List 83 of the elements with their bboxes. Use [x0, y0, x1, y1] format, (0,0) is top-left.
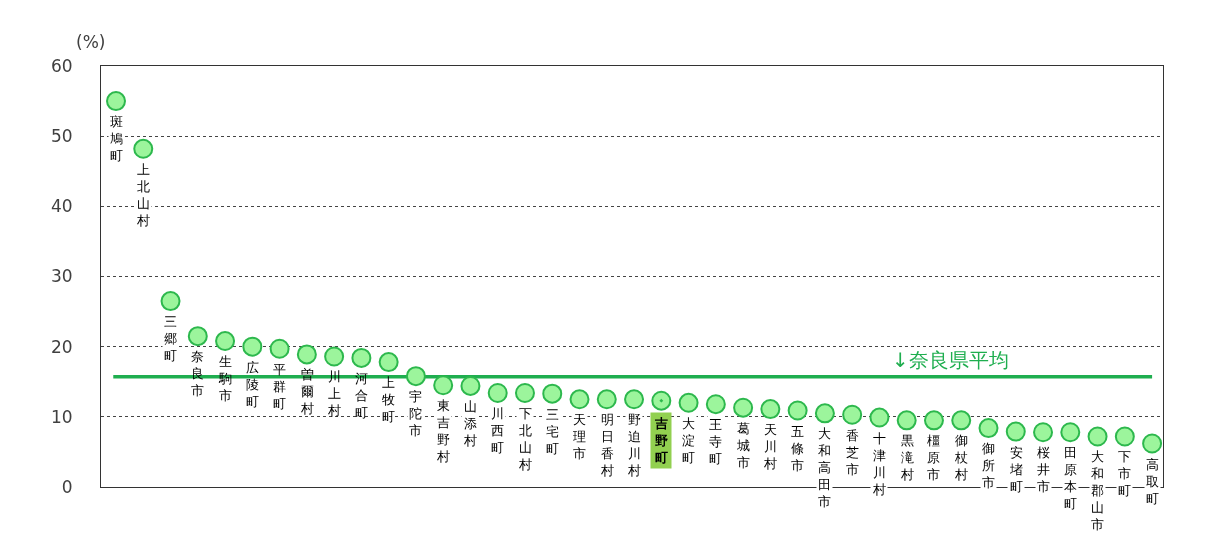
- point: [1142, 433, 1163, 454]
- point: [705, 394, 726, 415]
- ref-line-label: ↓奈良県平均: [892, 348, 1009, 372]
- point: [923, 410, 944, 431]
- x-tick-label: 桜井市: [1037, 445, 1050, 494]
- point: [242, 336, 263, 357]
- point: [569, 389, 590, 410]
- point: [1033, 422, 1054, 443]
- x-tick-label: 川西町: [491, 406, 504, 455]
- x-tick-label: 山添村: [463, 399, 477, 448]
- x-tick-label: 下市町: [1118, 449, 1131, 498]
- point: [842, 404, 863, 425]
- x-tick-label: 上北山村: [136, 162, 150, 228]
- point: [460, 375, 481, 396]
- x-tick-label: 吉野町: [654, 416, 668, 465]
- x-tick-label: 田原本町: [1064, 445, 1077, 511]
- point: [1060, 422, 1081, 443]
- point: [1005, 421, 1026, 442]
- x-tick-label: 大和高田市: [818, 426, 831, 509]
- point: [678, 392, 699, 413]
- y-tick-label: 60: [50, 55, 73, 76]
- x-tick-label: 野迫川村: [627, 412, 641, 478]
- point: [733, 397, 754, 418]
- point: [296, 344, 317, 365]
- point: [106, 91, 126, 112]
- x-tick-label: 香芝市: [846, 428, 859, 477]
- x-tick-label: 橿原市: [927, 433, 940, 482]
- point: [978, 418, 999, 439]
- x-tick-label: 天川村: [763, 422, 777, 471]
- point: [624, 389, 645, 410]
- x-tick-label: 生駒市: [218, 354, 232, 403]
- point: [814, 403, 835, 424]
- x-tick-label: 十津川村: [872, 431, 886, 497]
- point: [1114, 426, 1135, 447]
- x-tick-label: 上牧町: [382, 375, 395, 424]
- point: [405, 366, 426, 387]
- x-tick-label: 王寺町: [709, 417, 722, 466]
- point: [596, 389, 617, 410]
- x-tick-label: 高取町: [1146, 457, 1159, 506]
- x-tick-label: 大和郡山市: [1091, 449, 1104, 532]
- point: [542, 383, 563, 404]
- x-tick-label: 三郷町: [164, 314, 177, 363]
- x-tick-label: 御所市: [982, 441, 995, 490]
- y-tick-label: 20: [50, 336, 73, 357]
- point: [160, 291, 181, 312]
- point: [324, 346, 345, 367]
- x-tick-label: 三宅町: [546, 407, 559, 456]
- x-tick-label: 広陵町: [246, 360, 259, 409]
- point: [651, 390, 672, 411]
- point: [269, 338, 290, 359]
- point: [896, 410, 917, 431]
- x-tick-label: 黒滝村: [900, 433, 914, 482]
- x-tick-label: 宇陀市: [409, 389, 422, 438]
- y-tick-label: 30: [50, 266, 73, 287]
- x-tick-label: 天理市: [573, 412, 586, 461]
- point: [1087, 426, 1108, 447]
- y-axis-title: (%): [76, 32, 106, 52]
- point: [433, 375, 454, 396]
- x-tick-label: 明日香村: [600, 412, 614, 478]
- point: [951, 410, 972, 431]
- point: [351, 347, 372, 368]
- x-tick-label: 東吉野村: [436, 398, 450, 464]
- y-tick-label: 0: [61, 476, 73, 497]
- point: [487, 382, 508, 403]
- x-tick-label: 平群町: [273, 362, 286, 411]
- point: [378, 352, 399, 373]
- point: [215, 331, 236, 352]
- x-tick-label: 下北山村: [518, 406, 532, 472]
- point: [787, 400, 808, 421]
- x-tick-label: 大淀町: [682, 416, 695, 465]
- x-tick-label: 斑鳩町: [110, 114, 123, 163]
- point: [760, 399, 781, 420]
- point: [869, 407, 890, 428]
- point: [187, 326, 208, 347]
- x-tick-label: 御杖村: [954, 433, 968, 482]
- x-tick-label: 安堵町: [1009, 445, 1023, 494]
- x-tick-label: 五條市: [791, 424, 804, 473]
- y-tick-label: 40: [50, 196, 73, 217]
- x-tick-label: 葛城市: [736, 421, 750, 470]
- y-tick-label: 50: [50, 126, 73, 147]
- y-tick-label: 10: [50, 406, 73, 427]
- point: [133, 138, 154, 159]
- point: [514, 382, 535, 403]
